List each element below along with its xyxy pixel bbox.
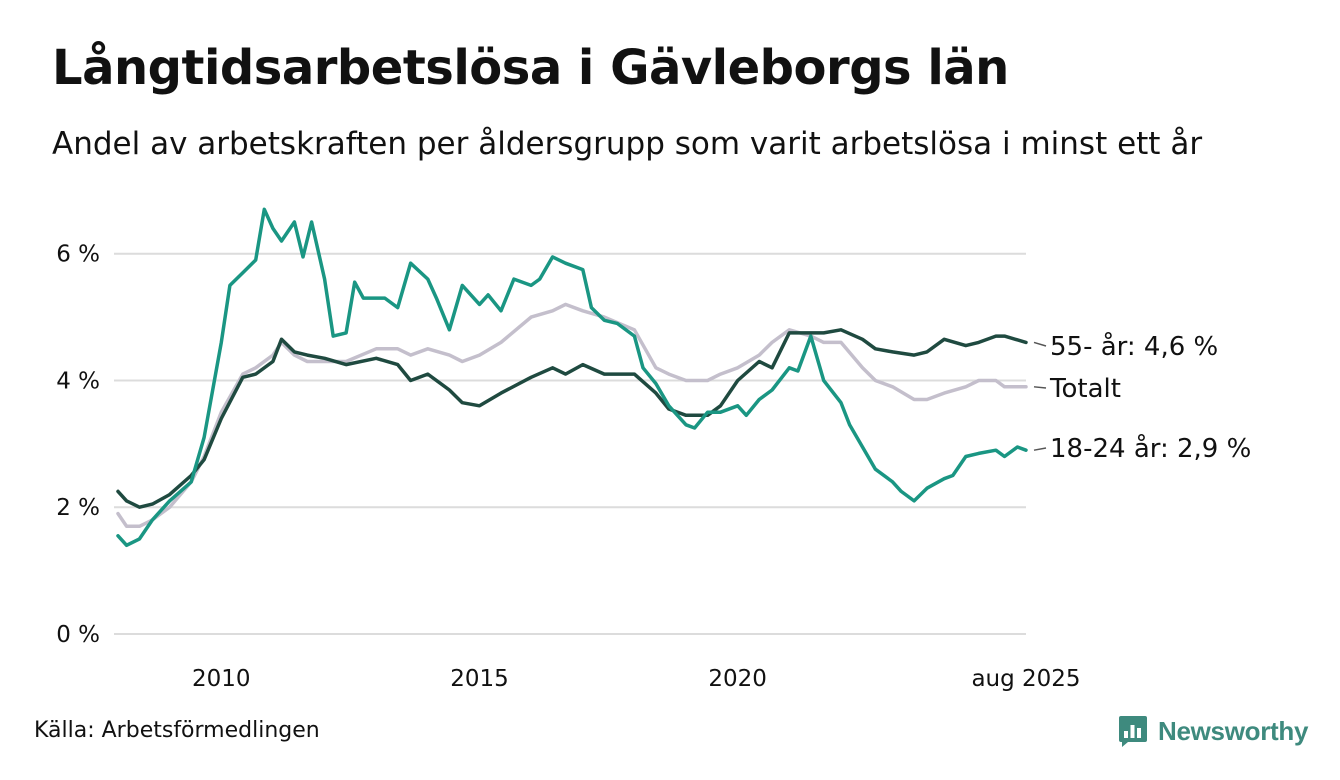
brand-logo: Newsworthy [1118,714,1308,748]
chart-title: Långtidsarbetslösa i Gävleborgs län [52,40,1009,96]
x-tick-label: aug 2025 [971,666,1080,692]
brand-name: Newsworthy [1158,715,1309,746]
newsworthy-logo-icon [1119,716,1147,747]
y-tick-label: 2 % [56,495,100,521]
x-tick-label: 2010 [192,666,251,692]
series-line [116,207,1028,548]
series-end-label: 55- år: 4,6 % [1050,331,1218,362]
x-tick-label: 2020 [708,666,767,692]
end-label-leader [1033,447,1047,451]
series-end-label: 18-24 år: 2,9 % [1050,433,1251,464]
end-label-leader [1033,386,1047,389]
x-tick-label: 2015 [450,666,509,692]
series-end-labels: Totalt 55- år: 4,6 % 18-24 år: 2,9 % [1033,331,1251,464]
series-lines [116,207,1028,548]
series-end-label: Totalt [1049,374,1121,404]
y-tick-label: 4 % [56,368,100,394]
end-label-leader [1033,341,1047,347]
series-line [116,328,1028,509]
chart-subtitle: Andel av arbetskraften per åldersgrupp s… [52,126,1203,162]
source-note: Källa: Arbetsförmedlingen [34,718,320,743]
y-tick-label: 0 % [56,622,100,648]
gridlines [114,252,1026,635]
y-axis: 0 % 2 % 4 % 6 % [56,242,100,648]
series-line [116,302,1028,529]
y-tick-label: 6 % [56,242,100,268]
x-axis: 2010 2015 2020 aug 2025 [192,666,1081,692]
